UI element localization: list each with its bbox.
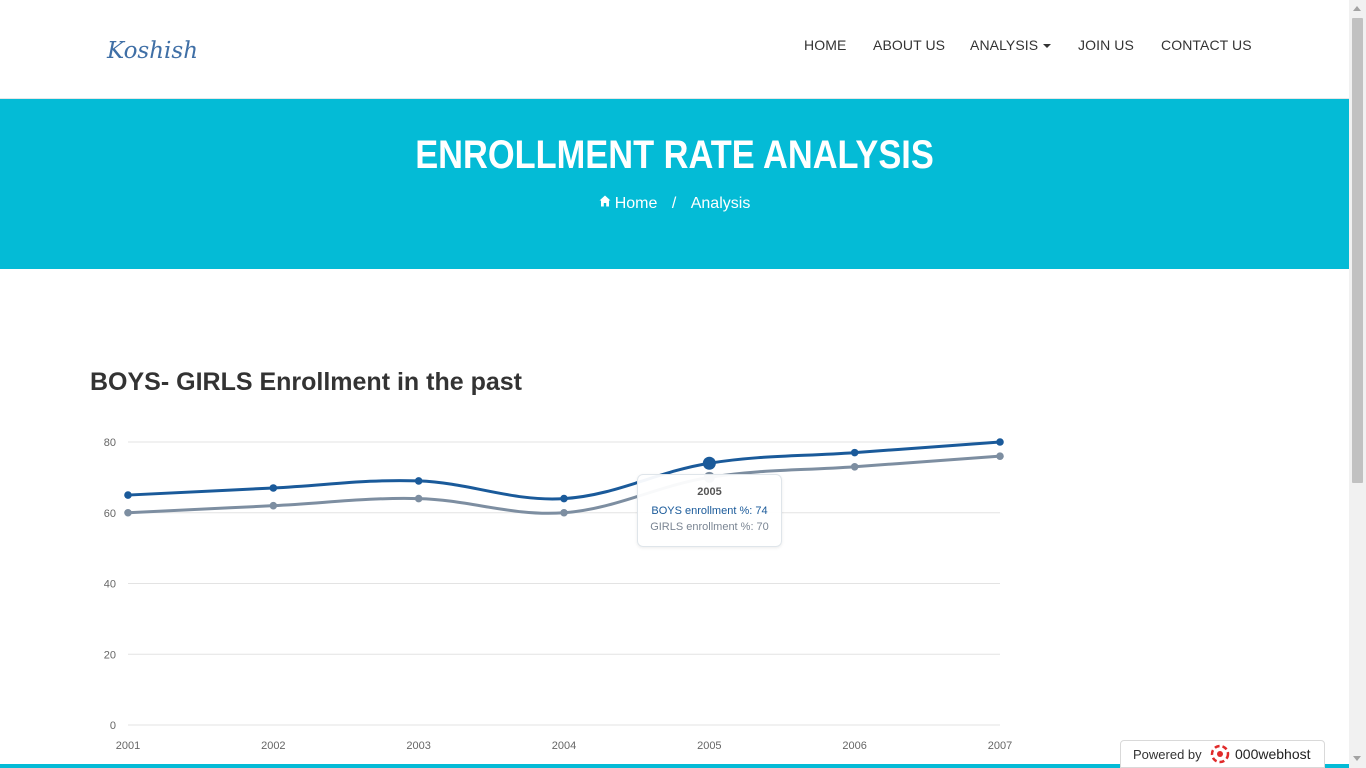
- girls-data-point: [124, 508, 132, 517]
- y-tick-label: 0: [110, 720, 116, 732]
- x-tick-label: 2003: [406, 740, 430, 752]
- tooltip-boys-value: BOYS enrollment %: 74: [651, 505, 768, 517]
- girls-data-point: [414, 494, 423, 503]
- scroll-up-arrow-icon[interactable]: [1353, 6, 1361, 11]
- chart-tooltip: 2005 BOYS enrollment %: 74 GIRLS enrollm…: [637, 474, 782, 547]
- powered-by-label: Powered by: [1133, 747, 1202, 762]
- nav-analysis-dropdown[interactable]: ANALYSIS: [970, 37, 1052, 53]
- boys-data-point: [850, 448, 859, 457]
- tooltip-title: 2005: [697, 486, 722, 498]
- tooltip-girls-value: GIRLS enrollment %: 70: [650, 521, 769, 533]
- nav-menu: HOME ABOUT US ANALYSIS JOIN US CONTACT U…: [0, 37, 1349, 57]
- boys-data-point: [996, 438, 1004, 446]
- breadcrumb-separator: /: [671, 195, 677, 213]
- scroll-thumb[interactable]: [1352, 18, 1363, 483]
- caret-down-icon: [1043, 44, 1052, 49]
- enrollment-line-chart: 0 20 40 60 80 2001 2002 2003 2004 2005 2006 2007: [90, 425, 1030, 760]
- boys-series-line: [127, 440, 1001, 501]
- boys-data-point: [124, 491, 132, 499]
- nav-join-link[interactable]: JOIN US: [1078, 37, 1134, 53]
- page-title: ENROLLMENT RATE ANALYSIS: [415, 133, 934, 177]
- nav-contact-link[interactable]: CONTACT US: [1161, 37, 1252, 53]
- nav-analysis-label: ANALYSIS: [970, 37, 1039, 53]
- girls-series-line: [127, 454, 1001, 515]
- vertical-scrollbar[interactable]: [1349, 0, 1366, 768]
- x-tick-label: 2007: [988, 740, 1012, 752]
- girls-data-point: [850, 462, 859, 471]
- webhost-logo-icon: [1210, 744, 1230, 764]
- x-tick-label: 2001: [116, 740, 140, 752]
- y-tick-label: 20: [104, 649, 116, 661]
- boys-data-point: [702, 456, 716, 470]
- home-icon: [599, 195, 611, 207]
- y-tick-label: 60: [104, 508, 116, 520]
- brand-logo[interactable]: Koshish: [107, 38, 199, 64]
- girls-data-point: [560, 508, 568, 517]
- x-tick-label: 2004: [552, 740, 576, 752]
- girls-data-point: [269, 501, 278, 510]
- breadcrumb-home-label: Home: [614, 195, 658, 212]
- y-tick-label: 40: [104, 579, 116, 591]
- y-tick-label: 80: [104, 437, 116, 449]
- powered-by-badge[interactable]: Powered by 000webhost: [1120, 740, 1325, 768]
- boys-data-point: [560, 494, 568, 503]
- page-header-banner: ENROLLMENT RATE ANALYSIS Home / Analysis: [0, 99, 1349, 269]
- powered-by-brand: 000webhost: [1235, 746, 1311, 762]
- x-tick-label: 2005: [697, 740, 721, 752]
- chart-canvas: 0 20 40 60 80 2001 2002 2003 2004 2005 2006 2007: [104, 437, 1012, 752]
- footer-accent-bar: [0, 764, 1349, 768]
- breadcrumb-current: Analysis: [690, 195, 751, 213]
- boys-data-point: [414, 477, 423, 485]
- breadcrumb-home[interactable]: Home: [599, 195, 658, 213]
- scroll-down-arrow-icon[interactable]: [1353, 756, 1361, 761]
- girls-data-point: [996, 452, 1004, 460]
- chart-section-title: BOYS- GIRLS Enrollment in the past: [90, 368, 522, 396]
- top-navbar: Koshish HOME ABOUT US ANALYSIS JOIN US C…: [0, 0, 1349, 99]
- x-tick-label: 2006: [842, 740, 866, 752]
- nav-home-link[interactable]: HOME: [804, 37, 847, 53]
- boys-data-point: [269, 484, 278, 492]
- x-tick-label: 2002: [261, 740, 285, 752]
- nav-about-link[interactable]: ABOUT US: [873, 37, 946, 53]
- breadcrumb: Home / Analysis: [0, 195, 1349, 213]
